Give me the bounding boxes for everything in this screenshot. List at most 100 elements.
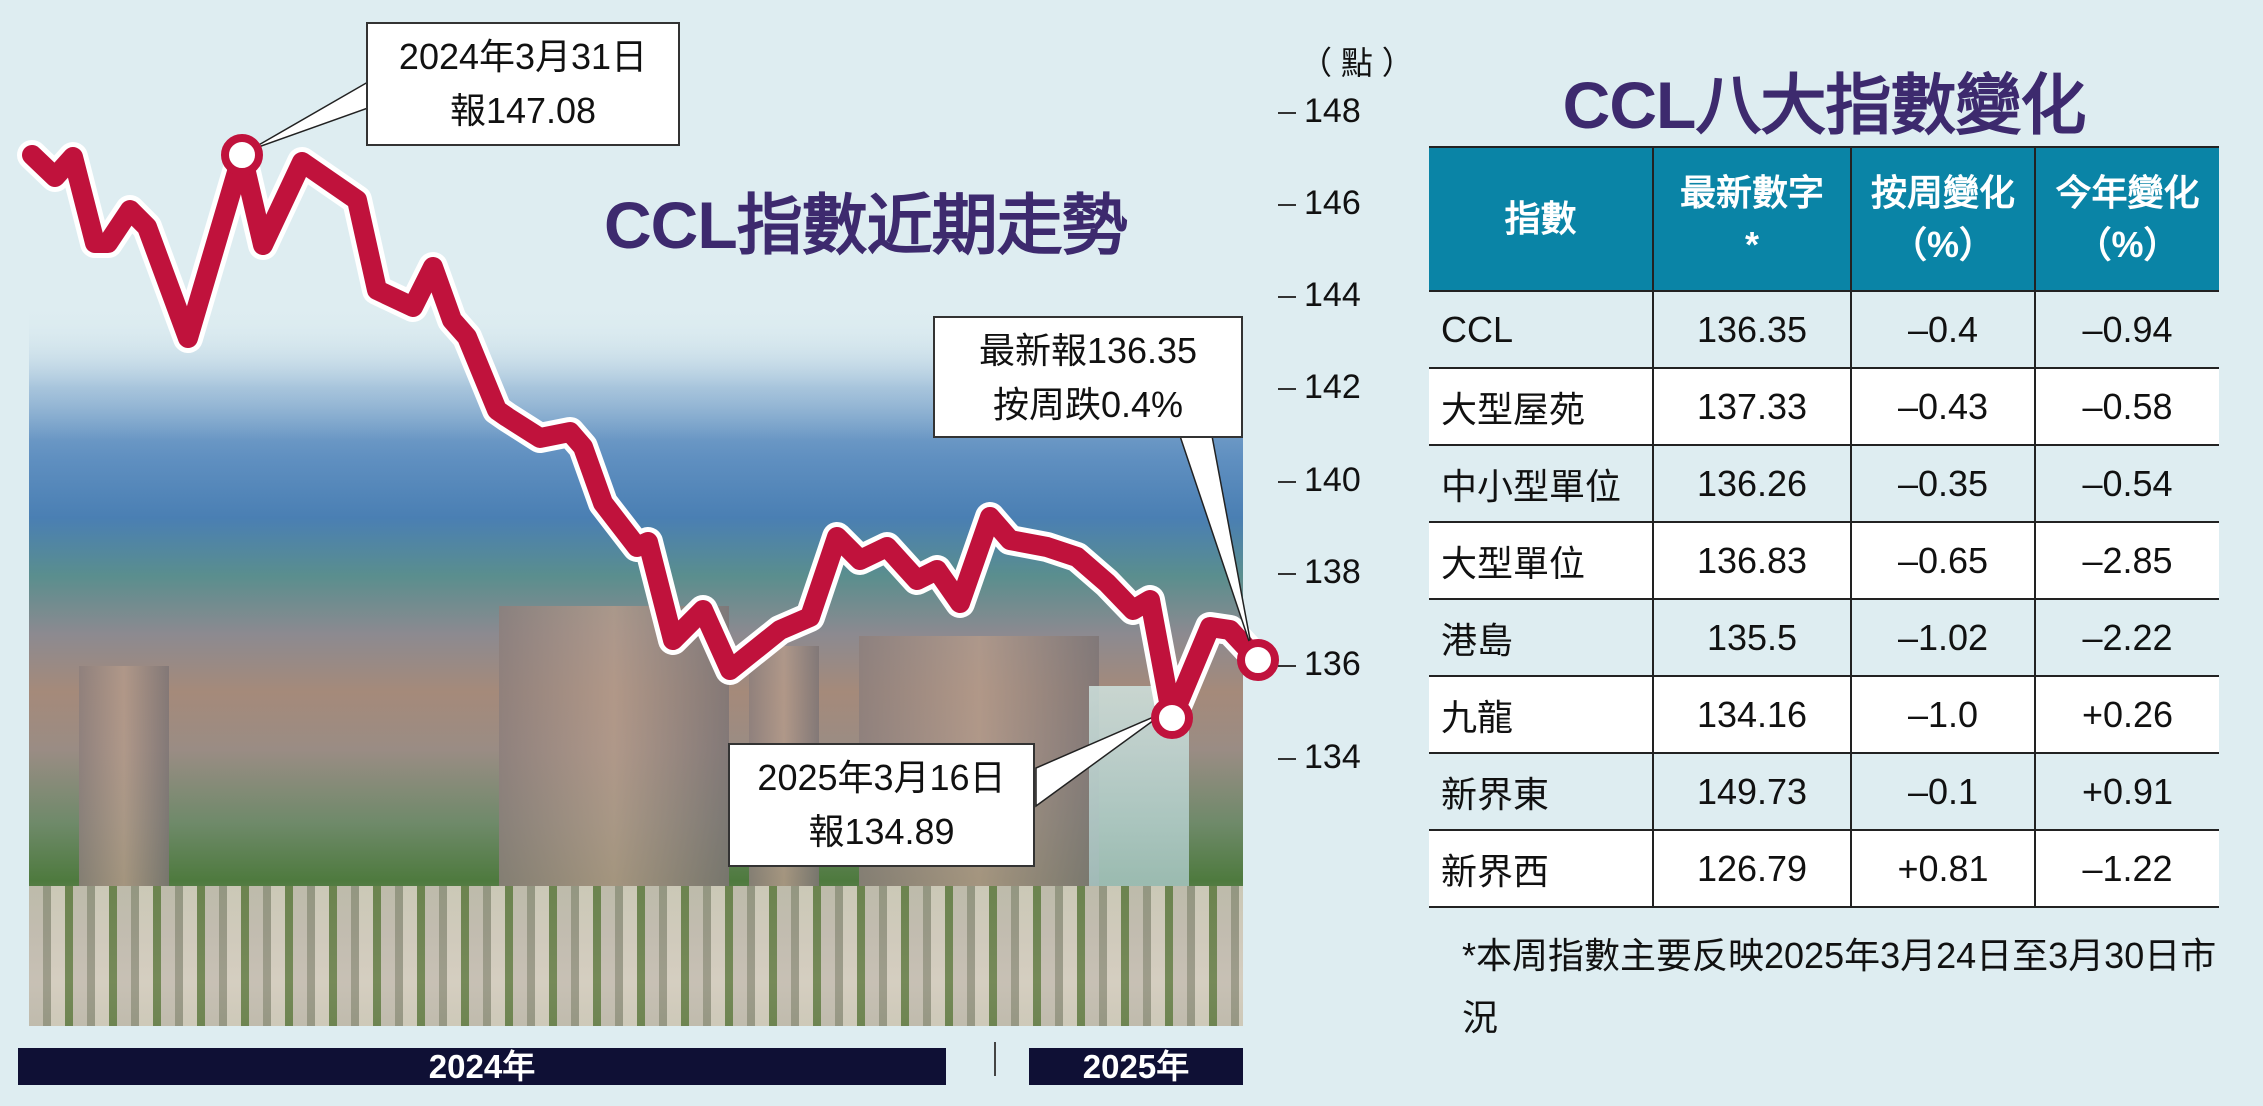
tick-mark xyxy=(1278,204,1296,207)
header-label: 今年變化 xyxy=(2055,172,2200,213)
header-label: 指數 xyxy=(1504,198,1577,239)
y-axis-unit: （ 點 ） xyxy=(1300,45,1414,81)
building xyxy=(499,606,729,886)
y-tick-140: 140 xyxy=(1278,461,1361,500)
latest-weekly-change: 按周跌0.4% xyxy=(992,384,1184,425)
table-title: CCL八大指數變化 xyxy=(1562,68,2087,142)
cell-weekly: –1.0 xyxy=(1850,675,2035,753)
low-date: 2025年3月16日 xyxy=(757,757,1006,798)
cell-name: 新界東 xyxy=(1429,752,1653,830)
y-tick-146: 146 xyxy=(1278,184,1361,223)
tick-label: 140 xyxy=(1304,461,1361,499)
y-tick-142: 142 xyxy=(1278,368,1361,407)
cell-weekly: –0.65 xyxy=(1850,521,2035,599)
line-stroke xyxy=(22,145,1268,728)
header-label: 最新數字 xyxy=(1679,172,1824,213)
low-marker xyxy=(1151,697,1193,739)
cell-latest: 136.26 xyxy=(1652,444,1851,522)
cell-weekly: –0.43 xyxy=(1850,367,2035,445)
cell-ytd: +0.91 xyxy=(2034,752,2219,830)
tick-label: 134 xyxy=(1304,738,1361,776)
cell-name: 新界西 xyxy=(1429,829,1653,908)
tick-label: 146 xyxy=(1304,184,1361,222)
tick-label: 136 xyxy=(1304,645,1361,683)
tick-mark xyxy=(1278,573,1296,576)
tick-label: 144 xyxy=(1304,276,1361,314)
cell-weekly: +0.81 xyxy=(1850,829,2035,908)
tick-mark xyxy=(1278,388,1296,391)
peak-date: 2024年3月31日 xyxy=(398,36,648,77)
header-sub: （%） xyxy=(1890,224,1995,265)
latest-callout: 最新報136.35 按周跌0.4% xyxy=(933,316,1243,438)
latest-marker xyxy=(1237,639,1279,681)
table-row: 九龍 134.16 –1.0 +0.26 xyxy=(1429,675,2219,753)
header-sub: （%） xyxy=(2075,224,2180,265)
cell-ytd: –1.22 xyxy=(2034,829,2219,908)
village-rooftops xyxy=(29,886,1243,1026)
y-tick-148: 148 xyxy=(1278,92,1361,131)
header-index: 指數 xyxy=(1429,146,1653,291)
header-ytd: 今年變化 （%） xyxy=(2034,146,2219,291)
peak-marker xyxy=(221,134,263,176)
chart-title: CCL指數近期走勢 xyxy=(604,188,1128,262)
y-tick-144: 144 xyxy=(1278,276,1361,315)
tick-mark xyxy=(1278,665,1296,668)
cell-weekly: –0.35 xyxy=(1850,444,2035,522)
cell-weekly: –1.02 xyxy=(1850,598,2035,676)
cell-name: 大型屋苑 xyxy=(1429,367,1653,445)
cell-latest: 135.5 xyxy=(1652,598,1851,676)
year-bar-2025: 2025年 xyxy=(1029,1048,1243,1085)
tick-mark xyxy=(1278,481,1296,484)
building xyxy=(79,666,169,886)
callout-pointers xyxy=(249,80,1253,808)
header-label: 按周變化 xyxy=(1870,172,2015,213)
cell-name: 九龍 xyxy=(1429,675,1653,753)
header-weekly: 按周變化 （%） xyxy=(1850,146,2035,291)
cell-latest: 137.33 xyxy=(1652,367,1851,445)
line-series xyxy=(17,140,1273,733)
table-row: 大型單位 136.83 –0.65 –2.85 xyxy=(1429,521,2219,599)
header-sub: * xyxy=(1744,224,1759,265)
peak-value: 報147.08 xyxy=(449,90,597,131)
header-latest: 最新數字 * xyxy=(1652,146,1851,291)
low-pointer xyxy=(1035,711,1166,808)
low-callout: 2025年3月16日 報134.89 xyxy=(728,743,1035,867)
cell-ytd: –0.54 xyxy=(2034,444,2219,522)
year-bar-2024: 2024年 xyxy=(18,1048,946,1085)
y-tick-134: 134 xyxy=(1278,738,1361,777)
tick-mark xyxy=(1278,112,1296,115)
latest-value: 最新報136.35 xyxy=(978,330,1198,371)
cell-name: CCL xyxy=(1429,290,1653,368)
index-table: 指數 最新數字 * 按周變化 （%） 今年變化 （%） CCL 136.35 –0.4 –0… xyxy=(1429,146,2219,908)
tick-label: 148 xyxy=(1304,92,1361,130)
table-row: 大型屋苑 137.33 –0.43 –0.58 xyxy=(1429,367,2219,445)
table-header-row: 指數 最新數字 * 按周變化 （%） 今年變化 （%） xyxy=(1429,146,2219,291)
tick-label: 138 xyxy=(1304,553,1361,591)
cell-ytd: –0.94 xyxy=(2034,290,2219,368)
cell-name: 中小型單位 xyxy=(1429,444,1653,522)
cell-ytd: –2.22 xyxy=(2034,598,2219,676)
cell-weekly: –0.1 xyxy=(1850,752,2035,830)
table-row: CCL 136.35 –0.4 –0.94 xyxy=(1429,290,2219,368)
y-tick-136: 136 xyxy=(1278,645,1361,684)
cell-name: 港島 xyxy=(1429,598,1653,676)
table-row: 新界東 149.73 –0.1 +0.91 xyxy=(1429,752,2219,830)
cell-latest: 134.16 xyxy=(1652,675,1851,753)
cell-name: 大型單位 xyxy=(1429,521,1653,599)
low-value: 報134.89 xyxy=(808,811,955,852)
cell-latest: 126.79 xyxy=(1652,829,1851,908)
peak-callout: 2024年3月31日 報147.08 xyxy=(366,22,680,146)
table-row: 中小型單位 136.26 –0.35 –0.54 xyxy=(1429,444,2219,522)
cell-ytd: +0.26 xyxy=(2034,675,2219,753)
tick-label: 142 xyxy=(1304,368,1361,406)
cell-latest: 136.83 xyxy=(1652,521,1851,599)
ccl-line-chart xyxy=(17,80,1279,808)
cell-latest: 136.35 xyxy=(1652,290,1851,368)
peak-pointer xyxy=(249,80,369,151)
table-row: 新界西 126.79 +0.81 –1.22 xyxy=(1429,829,2219,908)
y-tick-138: 138 xyxy=(1278,553,1361,592)
cell-latest: 149.73 xyxy=(1652,752,1851,830)
table-row: 港島 135.5 –1.02 –2.22 xyxy=(1429,598,2219,676)
tick-mark xyxy=(1278,296,1296,299)
year-divider xyxy=(994,1042,996,1076)
